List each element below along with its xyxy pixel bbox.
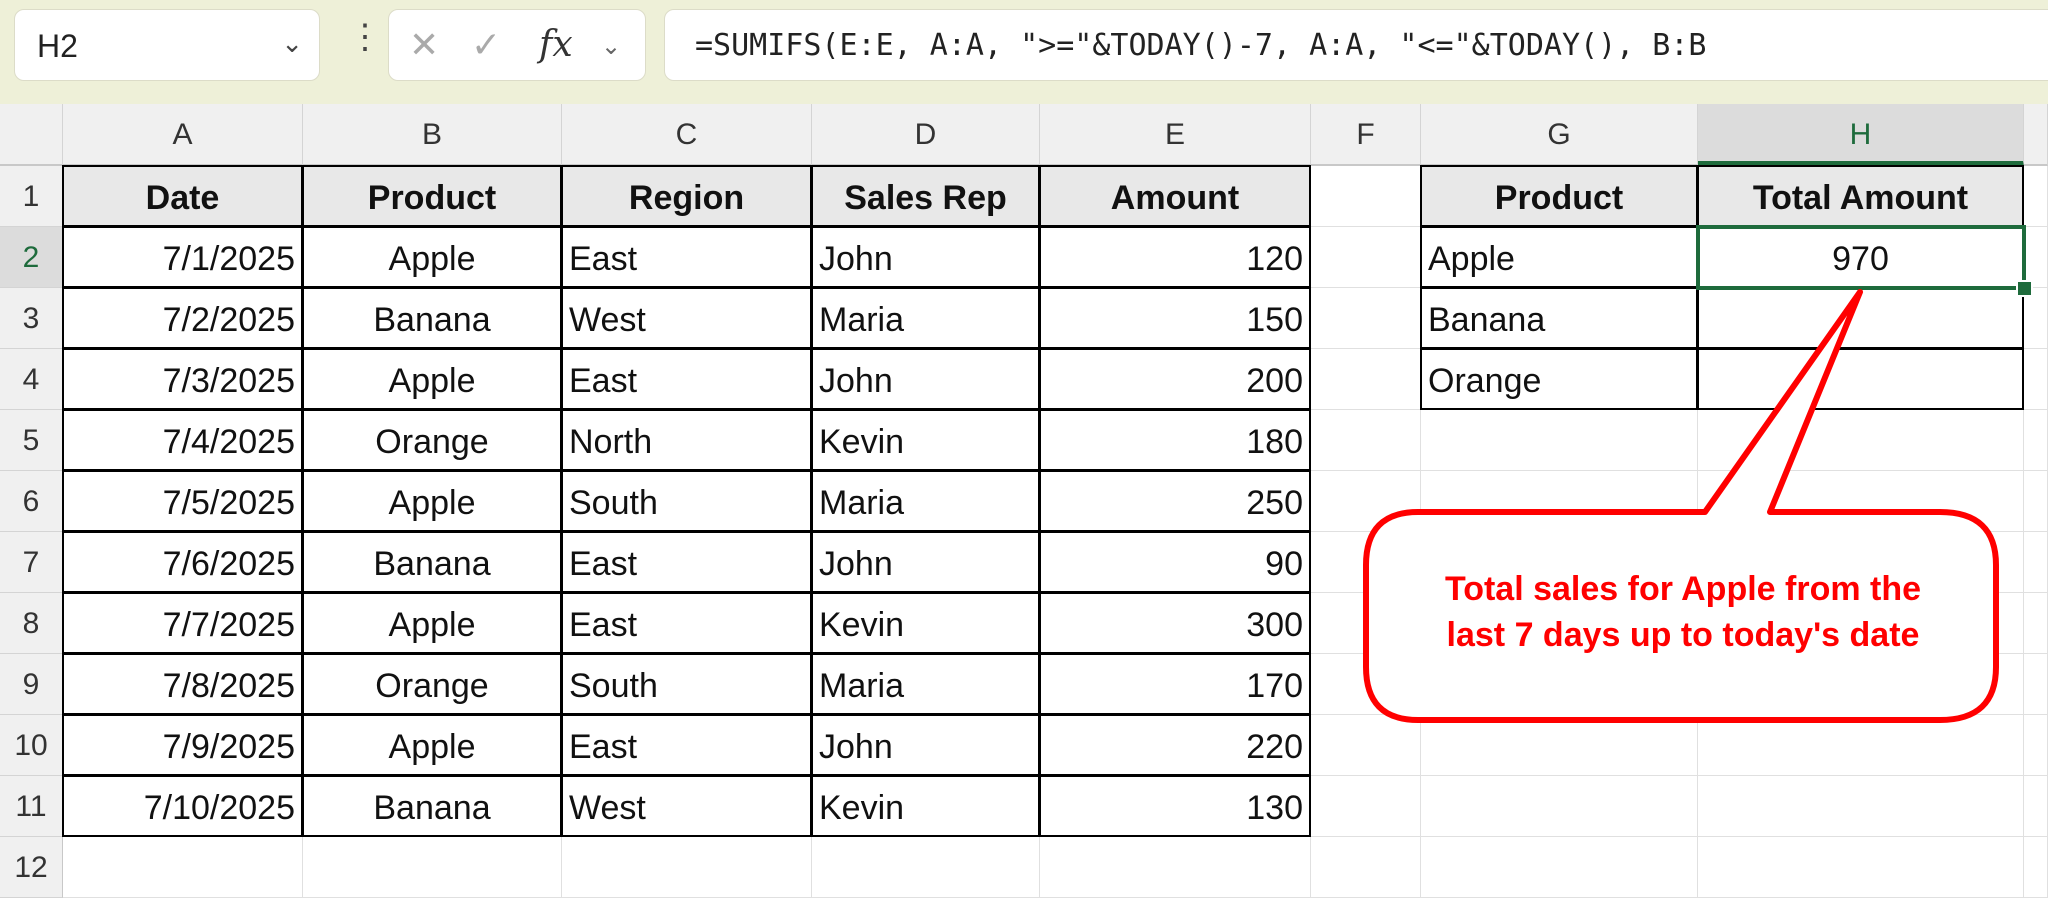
cell[interactable] — [1311, 776, 1421, 837]
cell[interactable] — [1698, 715, 2024, 776]
table-cell[interactable]: 7/8/2025 — [62, 653, 303, 715]
table-header[interactable]: Sales Rep — [811, 165, 1040, 227]
row-header-4[interactable]: 4 — [0, 349, 63, 410]
column-header-F[interactable]: F — [1311, 104, 1421, 166]
selected-cell-outline — [1696, 225, 2026, 290]
cell[interactable] — [1421, 410, 1698, 471]
cell[interactable] — [1311, 410, 1421, 471]
cell[interactable] — [1698, 776, 2024, 837]
x-icon[interactable]: ✕ — [409, 24, 440, 65]
cell[interactable] — [1311, 471, 1421, 532]
table-header[interactable]: Amount — [1039, 165, 1311, 227]
row-header-5[interactable]: 5 — [0, 410, 63, 471]
fill-handle[interactable] — [2016, 280, 2033, 297]
summary-cell[interactable] — [1697, 348, 2024, 410]
table-cell[interactable]: East — [561, 531, 812, 593]
callout-line-1: Total sales for Apple from the — [1444, 570, 1922, 608]
row-header-8[interactable]: 8 — [0, 593, 63, 654]
cell[interactable] — [1698, 410, 2024, 471]
column-header-H[interactable]: H — [1698, 104, 2024, 166]
check-icon[interactable]: ✓ — [471, 24, 502, 65]
row-header-6[interactable]: 6 — [0, 471, 63, 532]
row-header-2[interactable]: 2 — [0, 227, 63, 288]
summary-cell[interactable]: Orange — [1420, 348, 1698, 410]
callout-shape — [1363, 289, 1999, 723]
name-box-value: H2 — [37, 28, 78, 64]
chevron-down-icon[interactable]: ⌄ — [601, 33, 622, 60]
callout-text: Total sales for Apple from the last 7 da… — [1370, 566, 1996, 658]
row-header-7[interactable]: 7 — [0, 532, 63, 593]
formula-bar: H2 ⌄ ⋮ ✕ ✓ fx ⌄ =SUMIFS(E:E, A:A, ">="&T… — [0, 0, 2048, 104]
column-header-A[interactable]: A — [63, 104, 303, 166]
spreadsheet-grid: A B C D E F G H 1 2 3 4 5 6 7 8 9 10 11 12 Date Product Region… — [0, 104, 2048, 898]
table-header[interactable]: Region — [561, 165, 812, 227]
select-all-corner[interactable] — [0, 104, 63, 166]
summary-header[interactable]: Total Amount — [1697, 165, 2024, 227]
cell[interactable] — [1421, 715, 1698, 776]
row-header-1[interactable]: 1 — [0, 166, 63, 227]
summary-header[interactable]: Product — [1420, 165, 1698, 227]
name-box[interactable]: H2 ⌄ — [14, 9, 320, 81]
callout-bubble — [1363, 289, 1999, 723]
fx-icon[interactable]: fx — [539, 24, 573, 65]
formula-input[interactable]: =SUMIFS(E:E, A:A, ">="&TODAY()-7, A:A, "… — [664, 9, 2048, 81]
table-cell[interactable]: 7/10/2025 — [62, 775, 303, 837]
cell[interactable] — [1421, 776, 1698, 837]
table-cell[interactable]: West — [561, 775, 812, 837]
chevron-down-icon[interactable]: ⌄ — [281, 28, 303, 58]
table-header[interactable]: Date — [62, 165, 303, 227]
formula-buttons: ✕ ✓ fx ⌄ — [388, 9, 646, 81]
row-header-9[interactable]: 9 — [0, 654, 63, 715]
more-options-icon[interactable]: ⋮ — [348, 18, 382, 56]
column-header-C[interactable]: C — [562, 104, 812, 166]
table-cell[interactable]: 7/9/2025 — [62, 714, 303, 776]
callout-line-2: last 7 days up to today's date — [1446, 616, 1920, 654]
table-cell[interactable]: 130 — [1039, 775, 1311, 837]
cell[interactable] — [1311, 715, 1421, 776]
formula-text: =SUMIFS(E:E, A:A, ">="&TODAY()-7, A:A, "… — [695, 28, 1707, 63]
row-header-10[interactable]: 10 — [0, 715, 63, 776]
table-header[interactable]: Product — [302, 165, 562, 227]
row-header-11[interactable]: 11 — [0, 776, 63, 837]
summary-cell[interactable]: Banana — [1420, 287, 1698, 349]
row-header-3[interactable]: 3 — [0, 288, 63, 349]
column-header-G[interactable]: G — [1421, 104, 1698, 166]
